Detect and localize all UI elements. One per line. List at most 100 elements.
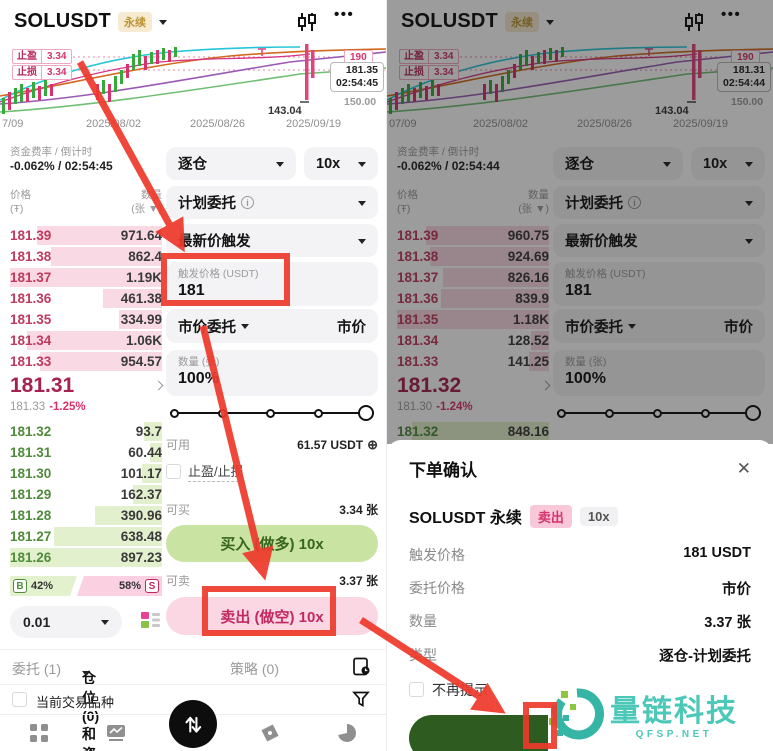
trigger-price-input[interactable]: 触发价格 (USDT) 181 bbox=[553, 262, 765, 306]
trigger-price-input[interactable]: 触发价格 (USDT) 181 bbox=[166, 262, 378, 306]
price-change: -1.25% bbox=[49, 401, 86, 413]
tab-strategy[interactable]: 策略 (0) bbox=[230, 661, 279, 677]
ask-row[interactable]: 181.33 954.57 bbox=[10, 352, 162, 371]
tab-orders[interactable]: 委托 (1) bbox=[12, 661, 61, 677]
price-chart[interactable]: 止盈 3.34 止损 3.34 190 181.35 02:54:45 150.00 … bbox=[0, 40, 386, 118]
trade-screen-right: SOLUSDT 永续 ••• bbox=[387, 0, 773, 751]
bid-row[interactable]: 181.26 897.23 bbox=[10, 548, 162, 567]
last-price-block[interactable]: 181.31 181.33 -1.25% bbox=[10, 374, 170, 413]
bid-row[interactable]: 181.28 390.96 bbox=[10, 506, 162, 525]
leverage-select[interactable]: 10x bbox=[304, 147, 378, 180]
margin-mode-select[interactable]: 逐仓 bbox=[553, 147, 683, 180]
order-type-select[interactable]: 计划委托 i bbox=[553, 186, 765, 219]
sell-short-button[interactable]: 卖出 (做空) 10x bbox=[166, 597, 378, 635]
bid-row[interactable]: 181.30 101.17 bbox=[10, 464, 162, 483]
bid-row[interactable]: 181.32 93.7 bbox=[10, 422, 162, 441]
trigger-type-select[interactable]: 最新价触发 bbox=[553, 224, 765, 257]
depth-bar bbox=[10, 268, 162, 287]
tpsl-checkbox[interactable] bbox=[166, 464, 181, 479]
modal-backdrop[interactable] bbox=[387, 0, 773, 444]
tpsl-toggle[interactable]: 止盈/止损 bbox=[166, 461, 378, 482]
chart-x-axis: 07/09 2025/08/02 2025/08/26 2025/09/19 bbox=[389, 118, 729, 130]
order-type-select[interactable]: 计划委托 i bbox=[166, 186, 378, 219]
ask-row[interactable]: 181.38 924.69 bbox=[397, 247, 549, 266]
last-price: 181.32 bbox=[397, 374, 462, 397]
symbol-title[interactable]: SOLUSDT bbox=[401, 10, 498, 32]
kline-chart-icon[interactable] bbox=[296, 11, 318, 33]
ask-row[interactable]: 181.34 1.06K bbox=[10, 331, 162, 350]
filter-funnel-icon[interactable] bbox=[352, 690, 370, 713]
can-sell-row: 可卖 3.37 张 bbox=[166, 574, 378, 588]
slider-handle[interactable] bbox=[358, 405, 374, 421]
execution-mode-select[interactable]: 市价委托 市价 bbox=[553, 309, 765, 343]
chevron-down-icon[interactable] bbox=[158, 19, 167, 29]
more-menu-icon[interactable]: ••• bbox=[334, 6, 355, 23]
ask-row[interactable]: 181.36 461.38 bbox=[10, 289, 162, 308]
ask-row[interactable]: 181.34 128.52 bbox=[397, 331, 549, 350]
kline-chart-icon[interactable] bbox=[683, 11, 705, 33]
depth-bar bbox=[430, 247, 549, 266]
trigger-type-select[interactable]: 最新价触发 bbox=[166, 224, 378, 257]
nav-discover-icon[interactable] bbox=[246, 723, 294, 743]
last-price-block[interactable]: 181.32 181.30 -1.24% bbox=[397, 374, 557, 413]
tick-size-select[interactable]: 0.01 bbox=[10, 606, 122, 638]
funding-rate: 资金费率 / 倒计时 -0.062% / 02:54:44 bbox=[397, 146, 500, 173]
ask-row[interactable]: 181.35 334.99 bbox=[10, 310, 162, 329]
price-chart[interactable]: 止盈 3.34 止损 3.34 190 181.31 02:54:44 150.00 … bbox=[387, 40, 773, 118]
take-profit-tag: 止盈 3.34 bbox=[12, 49, 73, 64]
ask-row[interactable]: 181.36 839.9 bbox=[397, 289, 549, 308]
slider-handle[interactable] bbox=[745, 405, 761, 421]
depth-bar bbox=[26, 331, 162, 350]
ask-row[interactable]: 181.35 1.18K bbox=[397, 310, 549, 329]
ask-row[interactable]: 181.39 960.75 bbox=[397, 226, 549, 245]
chart-last-price-box: 181.35 02:54:45 bbox=[330, 62, 385, 92]
ask-row[interactable]: 181.39 971.64 bbox=[10, 226, 162, 245]
no-remind-checkbox[interactable] bbox=[409, 682, 424, 697]
symbol-filter-label: 当前交易品种 bbox=[36, 695, 115, 710]
chevron-down-icon[interactable] bbox=[545, 19, 554, 29]
chart-last-price-box: 181.31 02:54:44 bbox=[717, 62, 772, 92]
depth-bar bbox=[149, 443, 162, 462]
ask-row[interactable]: 181.38 862.4 bbox=[10, 247, 162, 266]
quantity-slider[interactable] bbox=[170, 404, 374, 422]
bid-row[interactable]: 181.31 60.44 bbox=[10, 443, 162, 462]
bid-row[interactable]: 181.29 162.37 bbox=[10, 485, 162, 504]
transfer-icon[interactable]: ⊕ bbox=[367, 436, 378, 452]
symbol-filter-checkbox[interactable] bbox=[12, 692, 27, 707]
depth-display-icon[interactable] bbox=[138, 608, 162, 637]
sell-ratio-label: S bbox=[145, 579, 159, 593]
watermark-subtitle: QFSP.NET bbox=[635, 728, 713, 740]
more-menu-icon[interactable]: ••• bbox=[721, 6, 742, 23]
close-icon[interactable]: ✕ bbox=[736, 458, 751, 478]
dialog-row-quantity: 数量 3.37 张 bbox=[409, 613, 751, 631]
depth-bar bbox=[133, 485, 162, 504]
ask-row[interactable]: 181.37 1.19K bbox=[10, 268, 162, 287]
buy-long-button[interactable]: 买入 (做多) 10x bbox=[166, 525, 378, 562]
ask-row[interactable]: 181.33 141.25 bbox=[397, 352, 549, 371]
quantity-input[interactable]: 数量 (张) 100% bbox=[553, 350, 765, 396]
bid-row[interactable]: 181.27 638.48 bbox=[10, 527, 162, 546]
margin-mode-select[interactable]: 逐仓 bbox=[166, 147, 296, 180]
quantity-input[interactable]: 数量 (张) 100% bbox=[166, 350, 378, 396]
available-row: 可用 61.57 USDT ⊕ bbox=[166, 436, 378, 453]
depth-bar bbox=[51, 247, 162, 266]
order-history-icon[interactable] bbox=[352, 657, 371, 679]
depth-bar bbox=[102, 289, 162, 308]
perpetual-badge: 永续 bbox=[117, 11, 152, 32]
execution-mode-select[interactable]: 市价委托 市价 bbox=[166, 309, 378, 343]
can-buy-row: 可买 3.34 张 bbox=[166, 503, 378, 517]
chart-x-axis: 7/09 2025/08/02 2025/08/26 2025/09/19 bbox=[2, 118, 342, 130]
depth-bar bbox=[397, 310, 549, 329]
leverage-select[interactable]: 10x bbox=[691, 147, 765, 180]
bid-row[interactable]: 181.32 848.16 bbox=[397, 422, 549, 441]
quantity-slider[interactable] bbox=[557, 404, 761, 422]
dialog-title: 下单确认 bbox=[409, 461, 477, 480]
nav-trade-button[interactable] bbox=[168, 700, 217, 748]
symbol-title[interactable]: SOLUSDT bbox=[14, 10, 111, 32]
ask-row[interactable]: 181.37 826.16 bbox=[397, 268, 549, 287]
nav-home-icon[interactable] bbox=[15, 723, 63, 743]
nav-markets-icon[interactable] bbox=[92, 723, 140, 743]
nav-assets-icon[interactable] bbox=[323, 723, 371, 743]
mark-price: 181.30 bbox=[397, 401, 433, 413]
perpetual-badge: 永续 bbox=[504, 11, 539, 32]
